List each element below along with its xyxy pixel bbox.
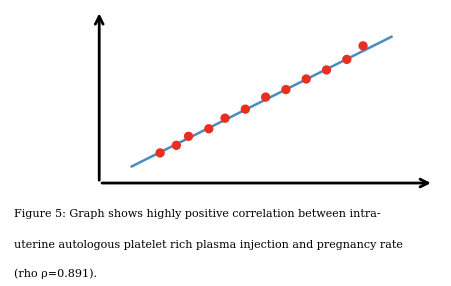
Point: [282, 87, 290, 92]
Text: (rho ρ=0.891).: (rho ρ=0.891).: [14, 269, 97, 279]
Point: [173, 143, 180, 148]
Point: [343, 57, 350, 62]
Point: [262, 95, 269, 99]
Text: Figure 5: Graph shows highly positive correlation between intra-: Figure 5: Graph shows highly positive co…: [14, 209, 380, 219]
Point: [323, 68, 330, 72]
Point: [205, 126, 212, 131]
Point: [185, 134, 192, 139]
Point: [303, 77, 310, 81]
Point: [221, 116, 229, 120]
Point: [242, 107, 249, 112]
Text: uterine autologous platelet rich plasma injection and pregnancy rate: uterine autologous platelet rich plasma …: [14, 240, 402, 250]
Point: [156, 151, 164, 155]
Point: [359, 43, 367, 48]
